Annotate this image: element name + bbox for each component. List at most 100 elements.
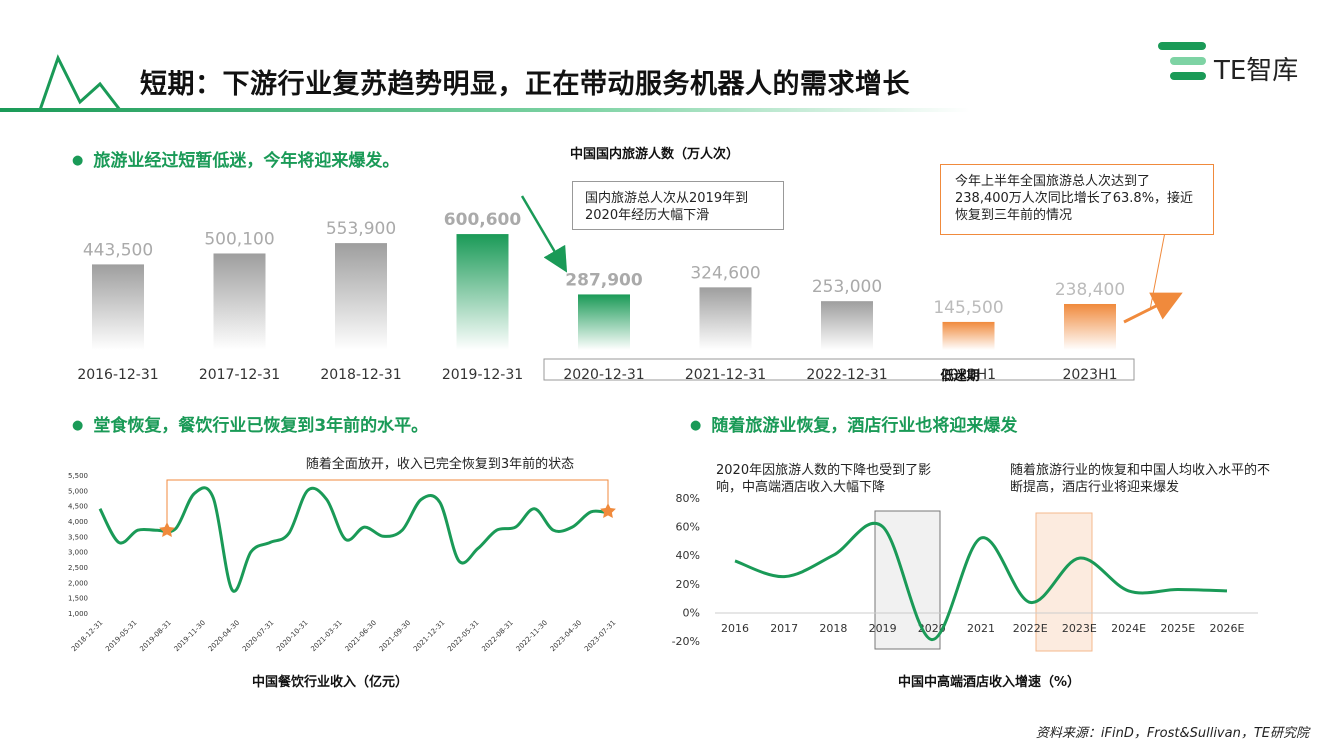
section-catering: 堂食恢复，餐饮行业已恢复到3年前的水平。 <box>72 411 428 436</box>
bar-value-label: 145,500 <box>933 298 1003 318</box>
low-period-label: 低迷期 <box>939 368 979 384</box>
hotel-chart-xlabel: 中国中高端酒店收入增速（%） <box>898 675 1081 690</box>
bar-category-label: 2018-12-31 <box>320 367 401 383</box>
decline-note: 国内旅游总人次从2019年到2020年经历大幅下滑 <box>572 181 784 230</box>
catering-xtick: 2018-12-31 <box>70 619 104 653</box>
hotel-xtick: 2024E <box>1111 622 1146 635</box>
bar-value-label: 253,000 <box>812 277 882 297</box>
hotel-xtick: 2025E <box>1160 622 1195 635</box>
title-underline <box>0 108 970 112</box>
hotel-xtick: 2017 <box>770 622 798 635</box>
hotel-ytick: 80% <box>676 492 700 505</box>
bar-value-label: 443,500 <box>83 240 153 260</box>
bar-category-label: 2016-12-31 <box>77 367 158 383</box>
hotel-ytick: 20% <box>676 578 700 591</box>
hotel-ytick: -20% <box>672 635 700 648</box>
catering-annotation: 随着全面放开，收入已完全恢复到3年前的状态 <box>306 456 574 472</box>
catering-chart-xlabel: 中国餐饮行业收入（亿元） <box>252 675 409 690</box>
bar-2022-12-31 <box>821 301 873 350</box>
hotel-ytick: 40% <box>676 549 700 562</box>
bar-2023H1 <box>1064 303 1116 350</box>
hotel-xtick: 2019 <box>869 622 897 635</box>
bar-category-label: 2017-12-31 <box>199 367 280 383</box>
bar-2022H1 <box>942 321 995 350</box>
decline-highlight <box>874 510 941 650</box>
bar-category-label: 2020-12-31 <box>563 367 644 383</box>
bar-2020-12-31 <box>578 294 630 350</box>
section-tourism: 旅游业经过短暂低迷，今年将迎来爆发。 <box>72 146 399 171</box>
bar-category-label: 2022H1 <box>941 367 996 383</box>
catering-ytick: 5,500 <box>68 472 88 480</box>
catering-xtick: 2020-10-31 <box>275 619 309 653</box>
logo-text: TE智库 <box>1214 56 1299 86</box>
orange-callout-line <box>1125 231 1166 321</box>
hotel-xtick: 2016 <box>721 622 749 635</box>
tourism-bar-chart: 443,500 2016-12-31 500,100 2017-12-31 553,90… <box>77 195 1183 384</box>
recovery-highlight <box>1035 512 1093 652</box>
bar-category-label: 2021-12-31 <box>685 367 766 383</box>
bar-value-label: 553,900 <box>326 219 396 239</box>
hotel-line-chart: 80%60%40%20%0%-20% 2016 2017 2018 2019 2020 2… <box>672 492 1258 652</box>
hotel-xtick: 2026E <box>1210 622 1245 635</box>
hotel-xtick: 2023E <box>1062 622 1097 635</box>
catering-xtick: 2021-09-30 <box>378 619 412 653</box>
bar-2018-12-31 <box>335 243 387 350</box>
catering-ytick: 1,000 <box>68 610 88 618</box>
recovery-bracket <box>166 479 609 524</box>
catering-xtick: 2019-05-31 <box>104 619 138 653</box>
hotel-recovery-note: 随着旅游行业的恢复和中国人均收入水平的不断提高，酒店行业将迎来爆发 <box>1010 463 1271 495</box>
catering-xtick: 2022-08-31 <box>480 619 514 653</box>
logo-icon <box>1158 42 1206 80</box>
catering-xtick: 2023-04-30 <box>549 619 583 653</box>
catering-ytick: 3,000 <box>68 549 88 557</box>
hotel-xtick: 2018 <box>819 622 847 635</box>
catering-line-chart: 5,500 5,000 4,500 4,000 3,500 3,000 2,500 2,000… <box>68 456 617 653</box>
bar-2016-12-31 <box>92 264 144 350</box>
hotel-xtick: 2022E <box>1013 622 1048 635</box>
star-marker-end <box>600 503 616 518</box>
star-marker-start <box>159 522 175 537</box>
catering-ytick: 4,000 <box>68 518 88 526</box>
bar-2019-12-31 <box>456 234 509 350</box>
catering-xtick: 2019-11-30 <box>173 619 207 653</box>
bar-value-label: 500,100 <box>204 229 274 249</box>
bar-category-label: 2019-12-31 <box>442 367 523 383</box>
growth-arrow <box>1123 292 1183 324</box>
catering-xtick: 2021-12-31 <box>412 619 446 653</box>
catering-xtick: 2022-05-31 <box>446 619 480 653</box>
catering-ytick: 2,500 <box>68 564 88 572</box>
bar-category-label: 2022-12-31 <box>806 367 887 383</box>
bar-category-label: 2023H1 <box>1062 367 1117 383</box>
hotel-ytick: 60% <box>676 521 700 534</box>
catering-xtick: 2021-03-31 <box>309 619 343 653</box>
catering-xtick: 2019-08-31 <box>138 619 172 653</box>
section-hotel: 随着旅游业恢复，酒店行业也将迎来爆发 <box>690 411 1017 436</box>
source-note: 资料来源：iFinD，Frost&Sullivan，TE研究院 <box>1035 726 1309 741</box>
hotel-ytick: 0% <box>683 606 700 619</box>
bar-value-label: 324,600 <box>690 263 760 283</box>
hotel-series-line <box>734 522 1228 642</box>
catering-xtick: 2023-07-31 <box>583 619 617 653</box>
page-title: 短期：下游行业复苏趋势明显，正在带动服务机器人的需求增长 <box>140 69 910 100</box>
catering-xtick: 2020-07-31 <box>241 619 275 653</box>
growth-note: 今年上半年全国旅游总人次达到了238,400万人次同比增长了63.8%，接近恢复… <box>940 164 1214 235</box>
bar-value-label: 600,600 <box>444 210 522 230</box>
hotel-decline-note: 2020年因旅游人数的下降也受到了影响，中高端酒店收入大幅下降 <box>716 463 932 495</box>
catering-xtick: 2020-04-30 <box>207 619 241 653</box>
catering-xtick: 2022-11-30 <box>515 619 549 653</box>
decline-arrow <box>520 195 568 273</box>
bar-value-label: 287,900 <box>565 270 643 290</box>
low-period-box <box>543 358 1135 381</box>
catering-xtick: 2021-06-30 <box>344 619 378 653</box>
bar-2017-12-31 <box>213 253 266 350</box>
catering-ytick: 4,500 <box>68 503 88 511</box>
tourism-chart-title: 中国国内旅游人数（万人次） <box>570 147 740 162</box>
catering-ytick: 3,500 <box>68 533 88 541</box>
catering-ytick: 5,000 <box>68 487 88 495</box>
hotel-xtick: 2021 <box>967 622 995 635</box>
bar-value-label: 238,400 <box>1055 280 1125 300</box>
catering-ytick: 2,000 <box>68 579 88 587</box>
catering-series-line <box>98 486 611 593</box>
catering-ytick: 1,500 <box>68 595 88 603</box>
bar-2021-12-31 <box>699 287 752 350</box>
